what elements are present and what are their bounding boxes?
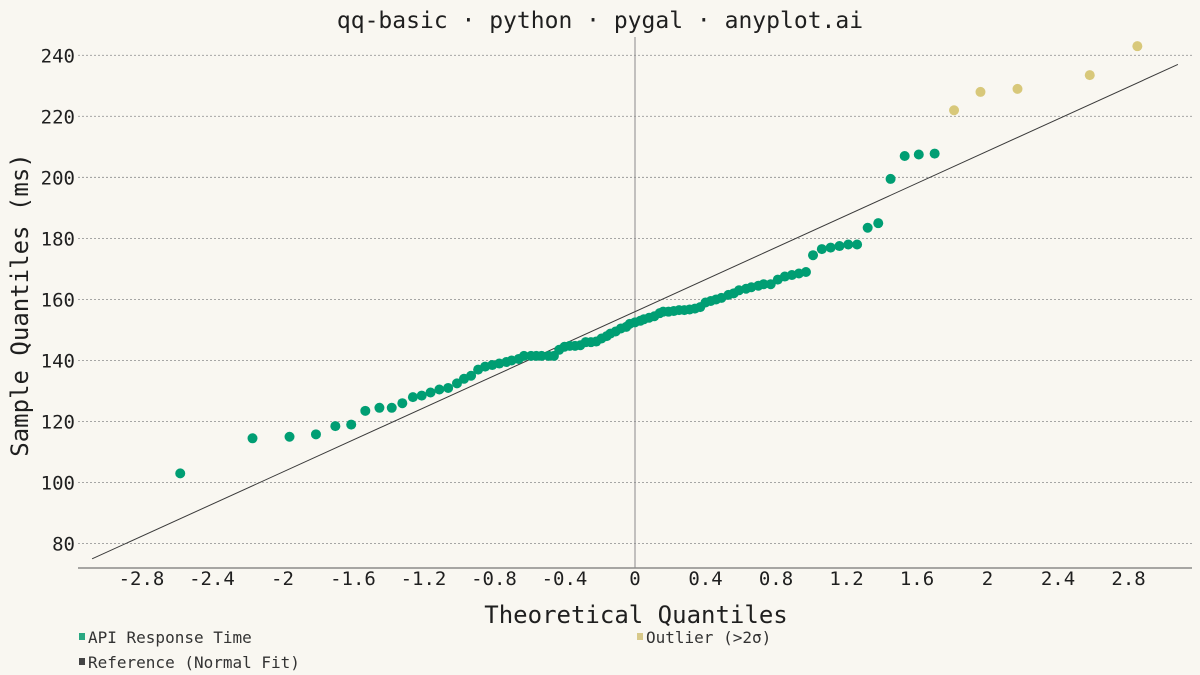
legend-item-api-response-time[interactable]: API Response Time (79, 628, 252, 647)
legend-swatch-outlier (637, 633, 643, 640)
data-point[interactable] (374, 402, 385, 413)
x-tick-label: -2 (271, 568, 294, 590)
outlier-point[interactable] (949, 105, 960, 116)
data-point[interactable] (247, 433, 258, 444)
x-tick-label: 0.4 (688, 568, 722, 590)
y-axis-title: Sample Quantiles (ms) (6, 153, 34, 456)
x-tick-labels: -2.8 -2.4 -2 -1.6 -1.2 -0.8 -0.4 0 0.4 0.8 1.2 1.6 2… (119, 568, 1146, 590)
x-tick-label: -2.8 (119, 568, 165, 590)
axes (78, 37, 1192, 569)
data-point[interactable] (758, 279, 769, 290)
legend-item-outlier[interactable]: Outlier (>2σ) (637, 628, 771, 647)
x-tick-label: 0.8 (759, 568, 793, 590)
data-point[interactable] (397, 398, 408, 409)
data-point[interactable] (825, 242, 836, 253)
legend-label-api-response-time: API Response Time (88, 628, 252, 647)
data-point[interactable] (808, 250, 819, 261)
data-point[interactable] (899, 151, 910, 162)
chart-title: qq-basic · python · pygal · anyplot.ai (337, 8, 863, 34)
data-point[interactable] (416, 390, 427, 401)
data-point[interactable] (346, 419, 357, 430)
data-point[interactable] (451, 378, 462, 389)
y-tick-label: 80 (52, 534, 75, 556)
data-point[interactable] (310, 429, 321, 440)
legend-item-reference-normal-fit[interactable]: Reference (Normal Fit) (79, 653, 300, 672)
data-point[interactable] (816, 244, 827, 255)
reference-line-group (91, 64, 1179, 560)
data-point[interactable] (518, 350, 529, 361)
outlier-point[interactable] (975, 86, 986, 97)
legend-label-outlier: Outlier (>2σ) (646, 628, 771, 647)
y-tick-label: 240 (41, 45, 75, 67)
y-tick-label: 200 (41, 167, 75, 189)
x-tick-label: -0.8 (471, 568, 517, 590)
data-points (175, 41, 1143, 479)
data-point[interactable] (834, 241, 845, 252)
data-point[interactable] (360, 405, 371, 416)
legend-label-reference: Reference (Normal Fit) (88, 653, 300, 672)
x-tick-label: -0.4 (542, 568, 588, 590)
y-tick-label: 160 (41, 289, 75, 311)
data-point[interactable] (386, 402, 397, 413)
x-tick-label: 2 (982, 568, 993, 590)
x-tick-label: -1.6 (330, 568, 376, 590)
x-tick-label: -2.4 (189, 568, 235, 590)
x-tick-label: 1.2 (829, 568, 863, 590)
data-point[interactable] (873, 218, 884, 229)
data-point[interactable] (284, 431, 295, 442)
outlier-point[interactable] (1012, 83, 1023, 94)
x-tick-label: -1.2 (401, 568, 447, 590)
data-point[interactable] (852, 239, 863, 250)
legend-swatch-api-response-time (79, 633, 85, 640)
data-point[interactable] (536, 350, 547, 361)
data-point[interactable] (425, 387, 436, 398)
outlier-point[interactable] (1084, 70, 1095, 81)
data-point[interactable] (466, 370, 477, 381)
y-tick-label: 120 (41, 412, 75, 434)
data-point[interactable] (800, 266, 811, 277)
x-axis-title: Theoretical Quantiles (484, 601, 787, 629)
x-tick-label: 2.8 (1111, 568, 1145, 590)
data-point[interactable] (929, 148, 940, 159)
data-point[interactable] (885, 173, 896, 184)
y-tick-label: 100 (41, 473, 75, 495)
data-point[interactable] (765, 279, 776, 290)
x-tick-label: 2.4 (1041, 568, 1075, 590)
data-point[interactable] (330, 421, 341, 432)
data-point[interactable] (843, 239, 854, 250)
y-tick-label: 220 (41, 106, 75, 128)
y-tick-label: 180 (41, 228, 75, 250)
data-point[interactable] (434, 384, 445, 395)
x-tick-label: 0 (629, 568, 640, 590)
data-point[interactable] (407, 392, 418, 403)
data-point[interactable] (443, 382, 454, 393)
data-point[interactable] (862, 222, 873, 233)
y-tick-labels: 80 100 120 140 160 180 200 220 240 (41, 45, 75, 555)
data-point[interactable] (175, 468, 186, 479)
legend: API Response Time Outlier (>2σ) Referenc… (79, 628, 771, 672)
legend-swatch-reference (79, 658, 85, 665)
outlier-point[interactable] (1132, 41, 1143, 52)
x-tick-label: 1.6 (900, 568, 934, 590)
y-tick-label: 140 (41, 350, 75, 372)
data-point[interactable] (913, 149, 924, 160)
reference-line (91, 64, 1179, 560)
